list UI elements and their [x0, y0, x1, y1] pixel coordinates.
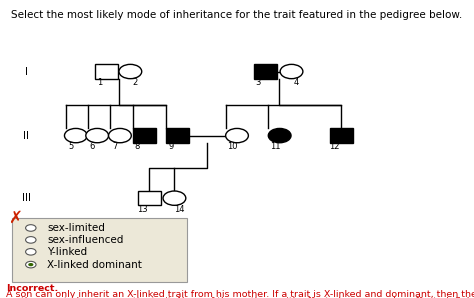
Circle shape: [26, 237, 36, 243]
Text: ✗: ✗: [9, 209, 22, 227]
Circle shape: [26, 249, 36, 255]
Text: III: III: [22, 193, 30, 203]
Circle shape: [26, 261, 36, 268]
Text: II: II: [23, 131, 29, 141]
Text: Select the most likely mode of inheritance for the trait featured in the pedigre: Select the most likely mode of inheritan…: [11, 10, 463, 21]
Text: 2: 2: [132, 78, 138, 87]
Bar: [95, 64, 118, 79]
Text: 10: 10: [227, 142, 237, 151]
Text: A son can only inherit an X-linked trait from his mother. If a trait is X-linked: A son can only inherit an X-linked trait…: [6, 290, 474, 298]
Circle shape: [28, 263, 33, 266]
Bar: [330, 128, 353, 143]
Text: 14: 14: [174, 205, 184, 214]
Circle shape: [119, 64, 142, 79]
Bar: [133, 128, 156, 143]
Text: X-linked dominant: X-linked dominant: [47, 260, 142, 270]
Circle shape: [163, 191, 186, 205]
Bar: [166, 128, 189, 143]
Text: Y-linked: Y-linked: [47, 247, 88, 257]
Circle shape: [226, 128, 248, 143]
Bar: [254, 64, 277, 79]
FancyBboxPatch shape: [12, 218, 187, 282]
Text: 3: 3: [255, 78, 261, 87]
Text: 7: 7: [112, 142, 118, 151]
Text: 9: 9: [168, 142, 173, 151]
Text: 4: 4: [293, 78, 299, 87]
Text: 12: 12: [329, 142, 339, 151]
Text: sex-influenced: sex-influenced: [47, 235, 124, 245]
Circle shape: [268, 128, 291, 143]
Circle shape: [86, 128, 109, 143]
Circle shape: [109, 128, 131, 143]
Bar: [138, 191, 161, 205]
Text: 5: 5: [68, 142, 74, 151]
Text: Incorrect.: Incorrect.: [6, 284, 58, 293]
Text: 8: 8: [135, 142, 140, 151]
Circle shape: [280, 64, 303, 79]
Text: 13: 13: [137, 205, 147, 214]
Text: mother must also express the trait. None of the mothers with affected sons are a: mother must also express the trait. None…: [6, 297, 474, 298]
Text: 6: 6: [90, 142, 95, 151]
Text: 11: 11: [270, 142, 280, 151]
Text: I: I: [25, 66, 27, 77]
Circle shape: [26, 225, 36, 231]
Circle shape: [64, 128, 87, 143]
Text: sex-limited: sex-limited: [47, 223, 105, 233]
Text: 1: 1: [97, 78, 102, 87]
